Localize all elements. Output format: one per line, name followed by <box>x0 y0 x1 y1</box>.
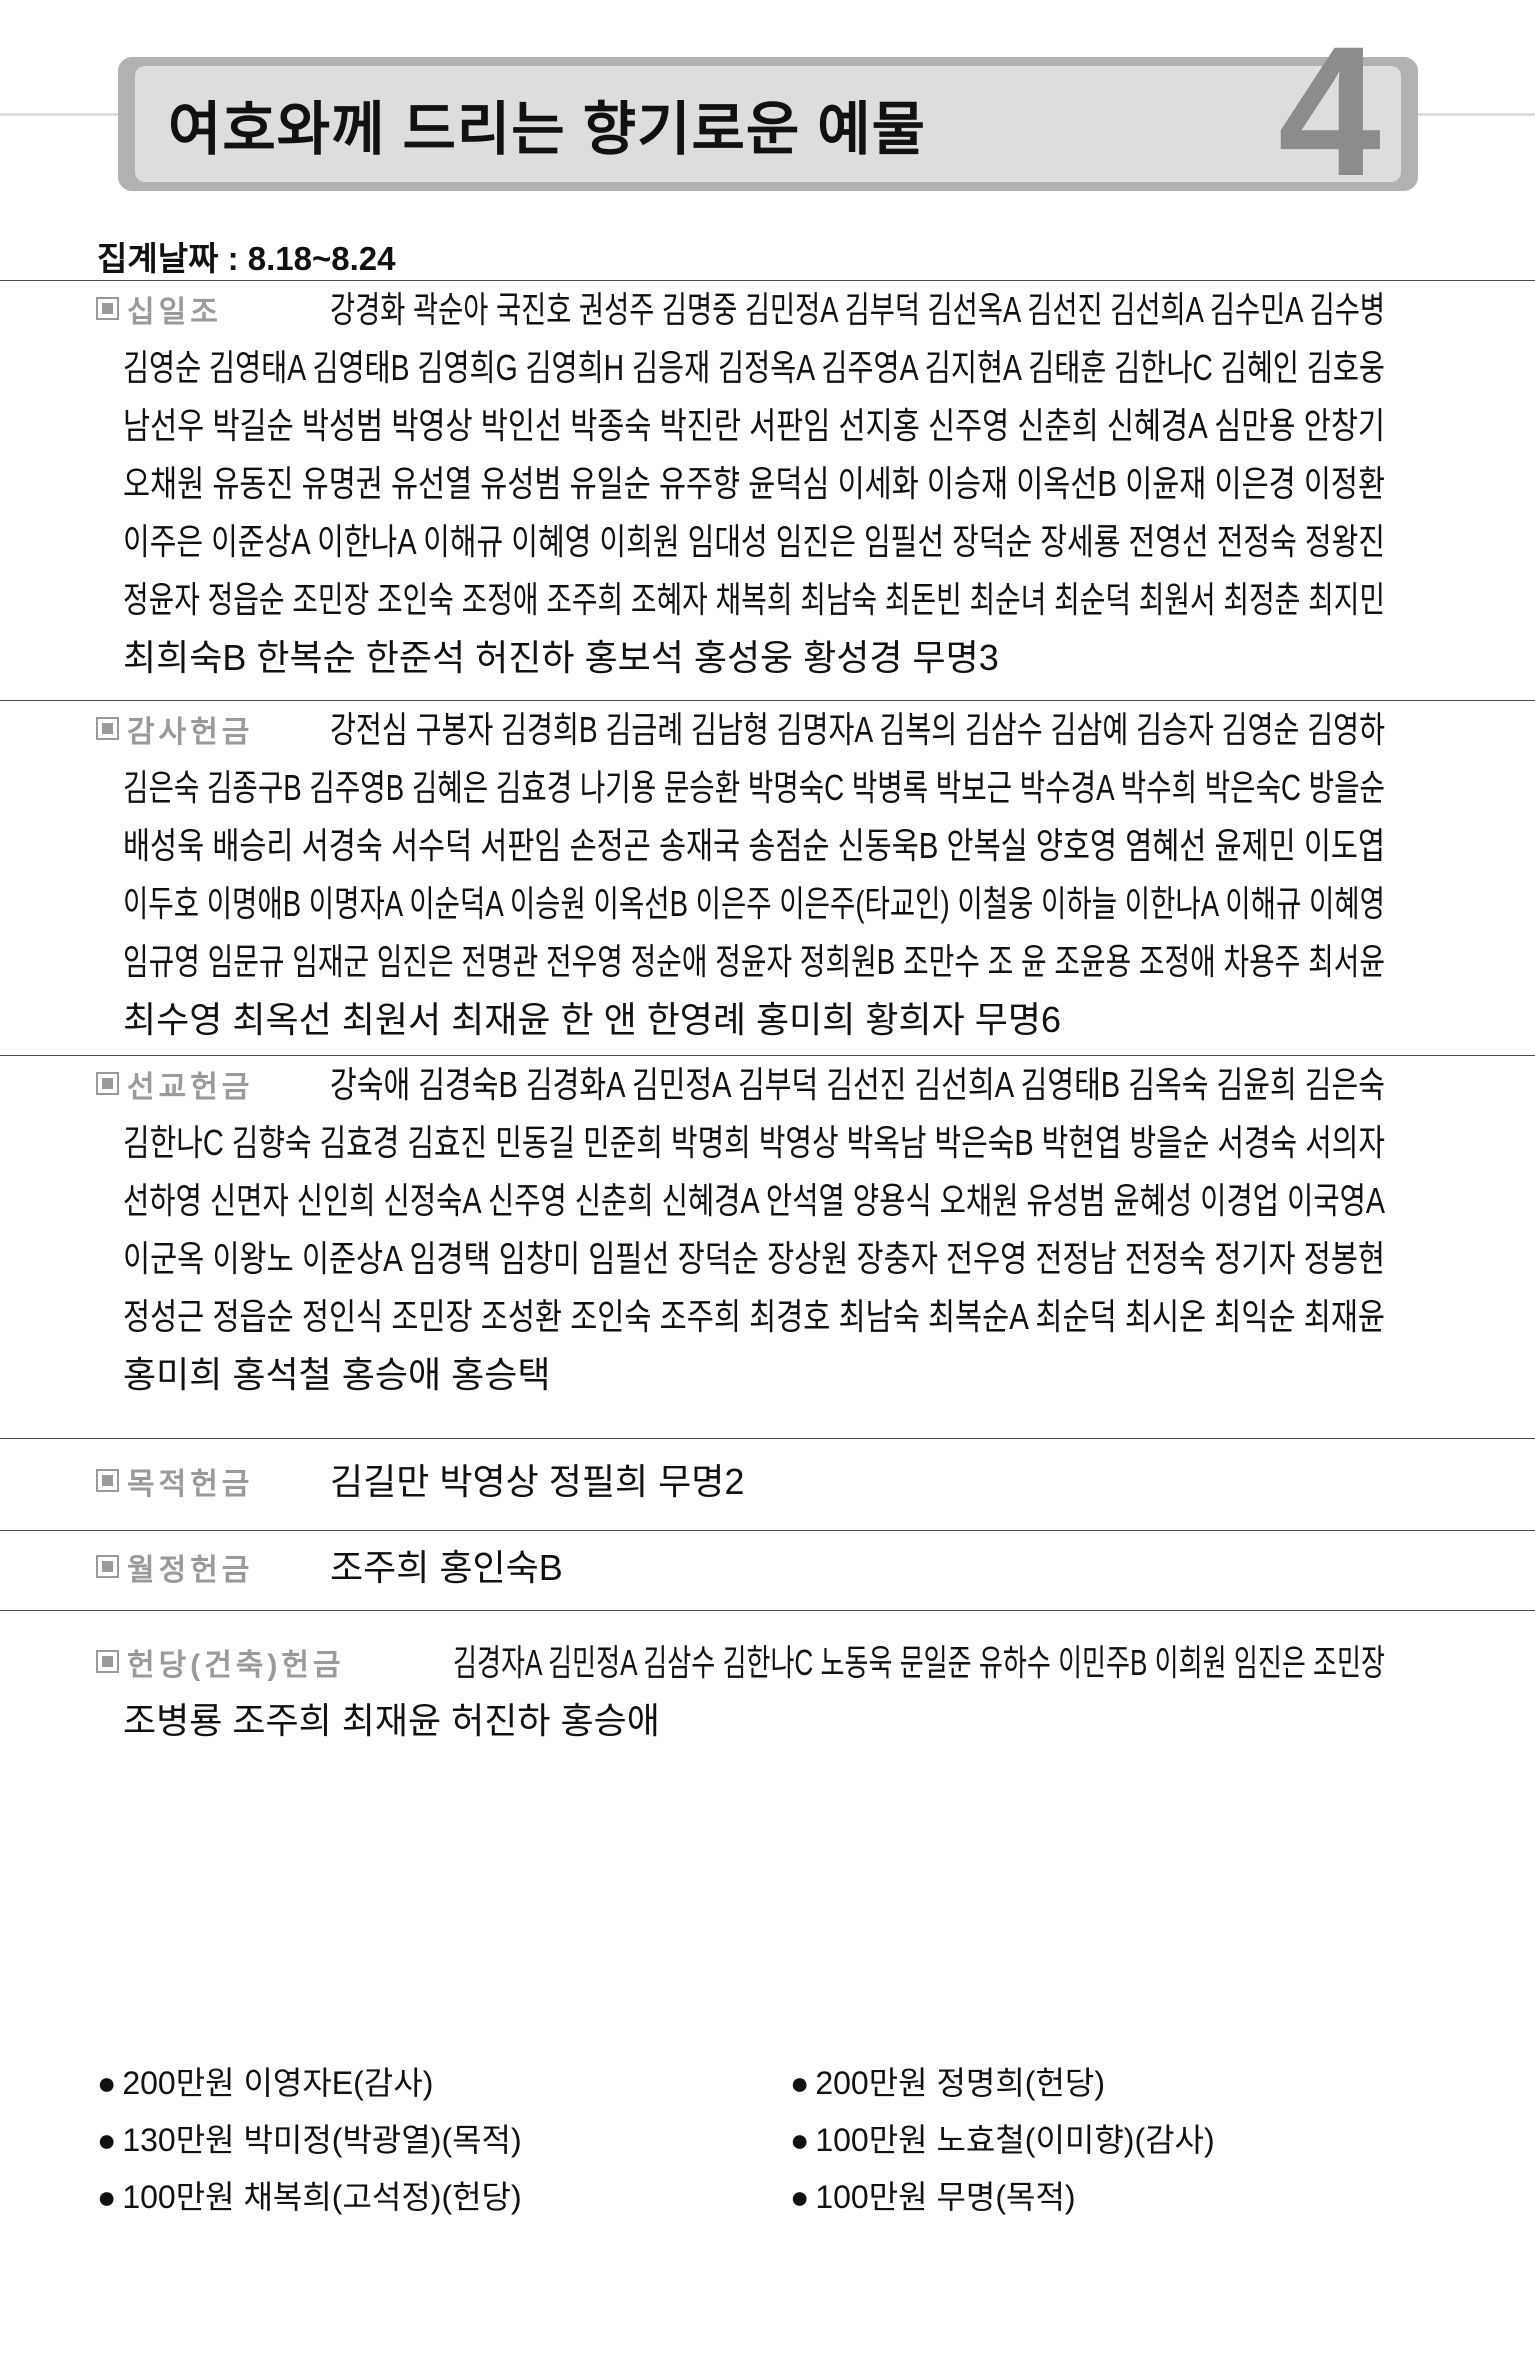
svg-text:강전심 구봉자 김경희B 김금례 김남형 김명자A 김복의: 강전심 구봉자 김경희B 김금례 김남형 김명자A 김복의 김삼수 김삼예 김승… <box>330 709 1385 750</box>
svg-text:최희숙B 한복순 한준석 허진하 홍보석 홍성웅 황성경 무: 최희숙B 한복순 한준석 허진하 홍보석 홍성웅 황성경 무명3 <box>123 637 999 678</box>
svg-text:이두호 이명애B 이명자A 이순덕A 이승원 이옥선B 이은: 이두호 이명애B 이명자A 이순덕A 이승원 이옥선B 이은주 이은주(타교인)… <box>123 883 1385 924</box>
svg-text:오채원 유동진 유명권 유선열 유성범 유일순 유주향 윤덕: 오채원 유동진 유명권 유선열 유성범 유일순 유주향 윤덕심 이세화 이승재 … <box>123 463 1385 504</box>
svg-text:헌당(건축)헌금: 헌당(건축)헌금 <box>127 1649 345 1682</box>
svg-text:최수영 최옥선 최원서 최재윤 한 앤 한영례 홍미희 황희: 최수영 최옥선 최원서 최재윤 한 앤 한영례 홍미희 황희자 무명6 <box>123 999 1061 1040</box>
svg-text:김한나C 김향숙 김효경 김효진 민동길 민준희 박명희 박: 김한나C 김향숙 김효경 김효진 민동길 민준희 박명희 박영상 박옥남 박은숙… <box>123 1122 1385 1163</box>
svg-text:김경자A 김민정A 김삼수 김한나C 노동욱 문일준 유하수: 김경자A 김민정A 김삼수 김한나C 노동욱 문일준 유하수 이민주B 이희원 … <box>453 1642 1385 1683</box>
svg-text:김은숙 김종구B 김주영B 김혜은 김효경 나기용 문승환: 김은숙 김종구B 김주영B 김혜은 김효경 나기용 문승환 박명숙C 박병록 박… <box>123 767 1385 808</box>
svg-text:정성근 정읍순 정인식 조민장 조성환 조인숙 조주희 최경: 정성근 정읍순 정인식 조민장 조성환 조인숙 조주희 최경호 최남숙 최복순A… <box>123 1296 1385 1337</box>
svg-text:십일조: 십일조 <box>127 296 222 329</box>
svg-text:이군옥 이왕노 이준상A 임경택 임창미 임필선 장덕순 장: 이군옥 이왕노 이준상A 임경택 임창미 임필선 장덕순 장상원 장충자 전우영… <box>123 1238 1385 1279</box>
svg-text:임규영 임문규 임재군 임진은 전명관 전우영 정순애 정윤: 임규영 임문규 임재군 임진은 전명관 전우영 정순애 정윤자 정희원B 조만수… <box>123 941 1385 982</box>
svg-text:감사헌금: 감사헌금 <box>127 716 253 749</box>
svg-text:선교헌금: 선교헌금 <box>127 1071 253 1104</box>
svg-text:정윤자 정읍순 조민장 조인숙 조정애 조주희 조혜자 채복: 정윤자 정읍순 조민장 조인숙 조정애 조주희 조혜자 채복희 최남숙 최돈빈 … <box>123 579 1385 620</box>
svg-text:월정헌금: 월정헌금 <box>127 1554 253 1587</box>
svg-text:강경화 곽순아 국진호 권성주 김명중 김민정A 김부덕 김: 강경화 곽순아 국진호 권성주 김명중 김민정A 김부덕 김선옥A 김선진 김선… <box>330 289 1385 330</box>
svg-text:목적헌금: 목적헌금 <box>127 1468 253 1501</box>
svg-text:홍미희 홍석철 홍승애 홍승택: 홍미희 홍석철 홍승애 홍승택 <box>123 1354 550 1395</box>
svg-text:이주은 이준상A 이한나A 이해규 이혜영 이희원 임대성: 이주은 이준상A 이한나A 이해규 이혜영 이희원 임대성 임진은 임필선 장덕… <box>123 521 1385 562</box>
svg-text:강숙애 김경숙B 김경화A 김민정A 김부덕 김선진 김선희: 강숙애 김경숙B 김경화A 김민정A 김부덕 김선진 김선희A 김영태B 김옥숙… <box>330 1064 1385 1105</box>
svg-text:조병룡 조주희 최재윤 허진하 홍승애: 조병룡 조주희 최재윤 허진하 홍승애 <box>123 1700 660 1741</box>
svg-text:조주희 홍인숙B: 조주희 홍인숙B <box>330 1547 563 1588</box>
svg-text:김영순 김영태A 김영태B 김영희G 김영희H 김응재 김정: 김영순 김영태A 김영태B 김영희G 김영희H 김응재 김정옥A 김주영A 김지… <box>123 347 1385 388</box>
svg-text:선하영 신면자 신인희 신정숙A 신주영 신춘희 신혜경A: 선하영 신면자 신인희 신정숙A 신주영 신춘희 신혜경A 안석열 양용식 오채… <box>123 1180 1385 1221</box>
svg-text:배성욱 배승리 서경숙 서수덕 서판임 손정곤 송재국 송점: 배성욱 배승리 서경숙 서수덕 서판임 손정곤 송재국 송점순 신동욱B 안복실… <box>123 825 1385 866</box>
svg-text:남선우 박길순 박성범 박영상 박인선 박종숙 박진란 서판: 남선우 박길순 박성범 박영상 박인선 박종숙 박진란 서판임 선지홍 신주영 … <box>123 405 1385 446</box>
svg-text:김길만 박영상 정필희 무명2: 김길만 박영상 정필희 무명2 <box>330 1461 744 1502</box>
